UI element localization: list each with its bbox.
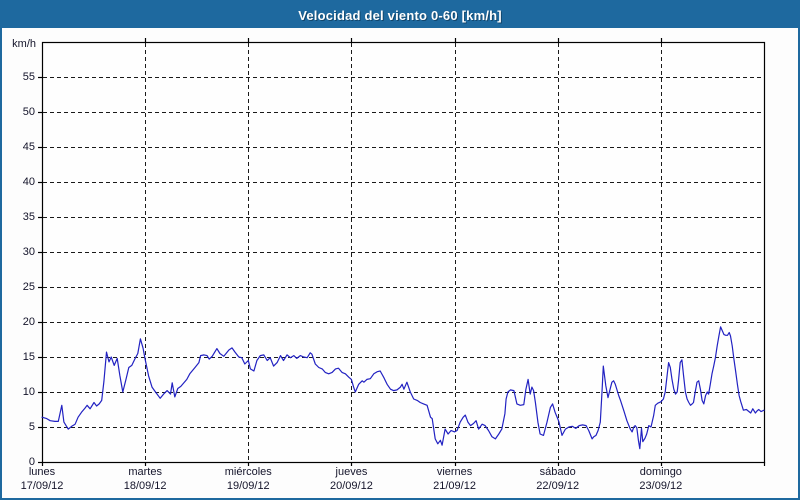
y-tick-label: 5 [28, 421, 35, 433]
day-label: viernes 21/09/12 [410, 465, 500, 493]
day-label: lunes 17/09/12 [2, 465, 87, 493]
y-axis-unit-label: km/h [12, 38, 36, 50]
y-tick-label: 30 [22, 246, 35, 258]
day-label: sábado 22/09/12 [513, 465, 603, 493]
day-label: jueves 20/09/12 [306, 465, 396, 493]
y-tick-label: 25 [22, 281, 35, 293]
day-name: domingo [639, 466, 682, 478]
y-tick-label: 20 [22, 316, 35, 328]
y-tick-label: 35 [22, 211, 35, 223]
y-tick-label: 0 [28, 456, 35, 468]
y-tick-label: 40 [22, 176, 35, 188]
title-bar: Velocidad del viento 0-60 [km/h] [2, 2, 798, 28]
day-name: sábado [539, 466, 576, 478]
day-label: miércoles 19/09/12 [203, 465, 293, 493]
day-date: 18/09/12 [123, 480, 167, 492]
y-tick-label: 50 [22, 106, 35, 118]
day-date: 17/09/12 [20, 480, 64, 492]
day-date: 19/09/12 [226, 480, 270, 492]
day-name: viernes [436, 466, 473, 478]
day-date: 21/09/12 [433, 480, 476, 492]
y-tick-label: 15 [22, 351, 35, 363]
chart-title: Velocidad del viento 0-60 [km/h] [298, 7, 502, 23]
day-date: 23/09/12 [639, 480, 683, 492]
day-date: 22/09/12 [536, 480, 580, 492]
day-name: martes [128, 466, 162, 478]
day-name: miércoles [224, 466, 272, 478]
y-tick-label: 55 [22, 71, 35, 83]
y-tick-label: 45 [22, 141, 35, 153]
day-name: jueves [335, 466, 368, 478]
day-label: martes 18/09/12 [100, 465, 190, 493]
y-tick-label: 10 [22, 386, 35, 398]
day-label: domingo 23/09/12 [616, 465, 706, 493]
day-name: lunes [28, 466, 56, 478]
wind-speed-series [41, 326, 765, 450]
day-date: 20/09/12 [330, 480, 373, 492]
